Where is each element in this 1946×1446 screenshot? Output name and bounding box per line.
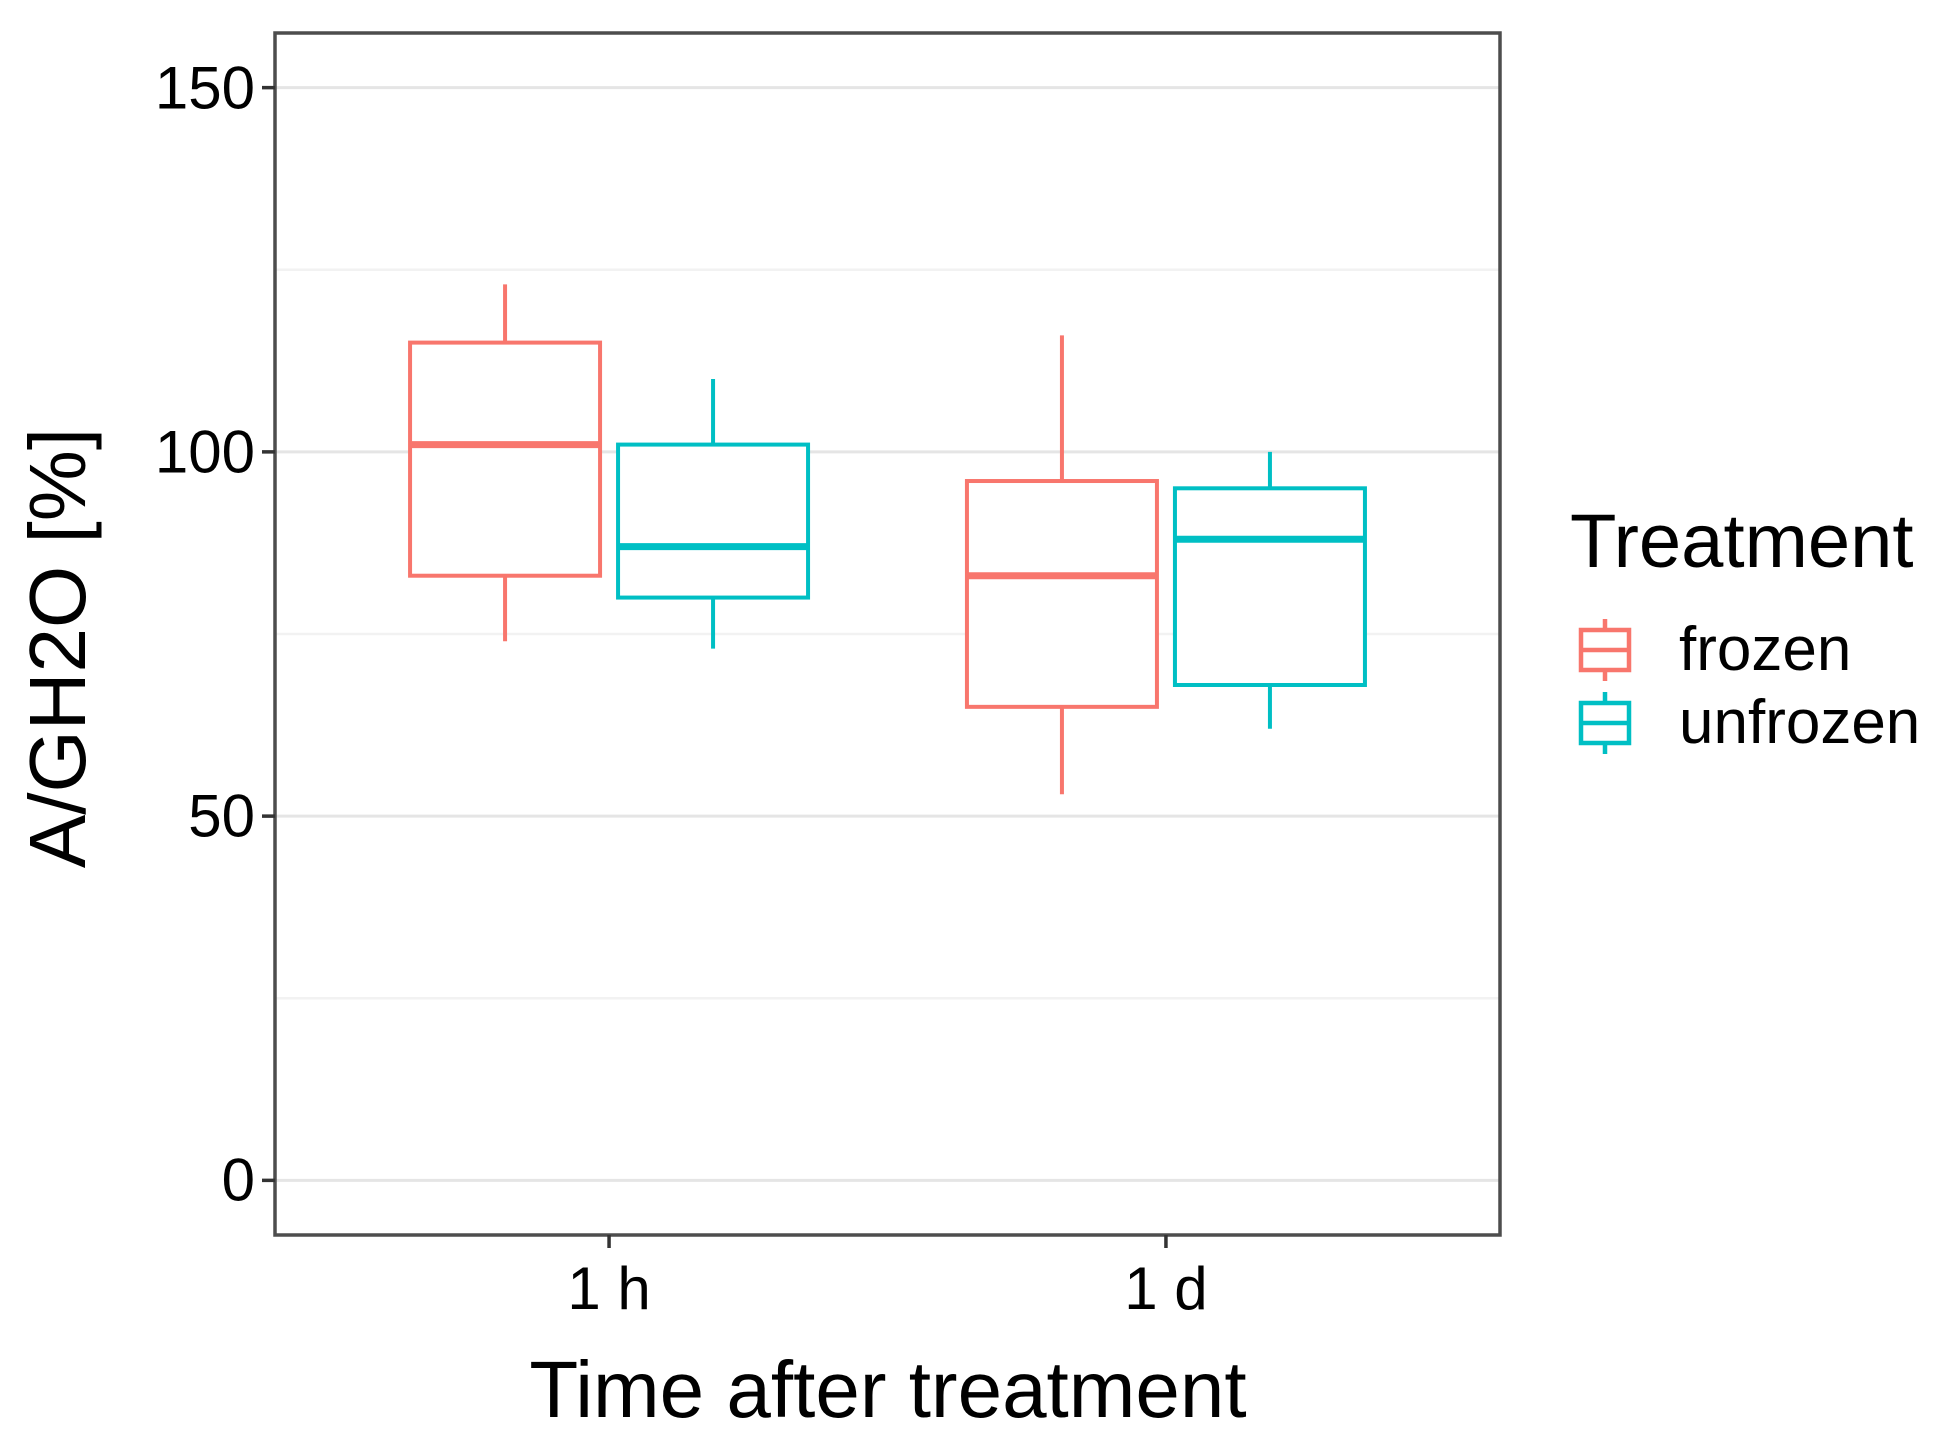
box-unfrozen-1h bbox=[616, 442, 811, 600]
legend-items: frozen unfrozen bbox=[1570, 613, 1920, 759]
legend-label-frozen: frozen bbox=[1679, 615, 1852, 685]
y-tick-label-0: 0 bbox=[221, 1146, 255, 1214]
x-tick-label-1d: 1 d bbox=[1124, 1255, 1208, 1322]
y-tick-label-100: 100 bbox=[154, 418, 255, 486]
y-tick-label-50: 50 bbox=[188, 782, 255, 850]
box-unfrozen-1d bbox=[1172, 486, 1367, 687]
legend-item-unfrozen: unfrozen bbox=[1570, 686, 1920, 759]
legend-key-boxplot-icon-unfrozen bbox=[1578, 691, 1632, 754]
box-frozen-1h bbox=[408, 340, 603, 578]
panel-border bbox=[273, 31, 1502, 1237]
x-axis-title: Time after treatment bbox=[529, 1345, 1247, 1434]
box-frozen-1d bbox=[964, 479, 1159, 709]
legend-label-unfrozen: unfrozen bbox=[1679, 688, 1921, 758]
legend-key-boxplot-icon-frozen bbox=[1578, 618, 1632, 681]
x-tick-label-1h: 1 h bbox=[567, 1255, 651, 1322]
legend: Treatment frozen unfrozen bbox=[1570, 498, 1920, 759]
legend-item-frozen: frozen bbox=[1570, 613, 1920, 686]
y-tick-label-150: 150 bbox=[154, 54, 255, 122]
legend-title: Treatment bbox=[1570, 499, 1914, 584]
